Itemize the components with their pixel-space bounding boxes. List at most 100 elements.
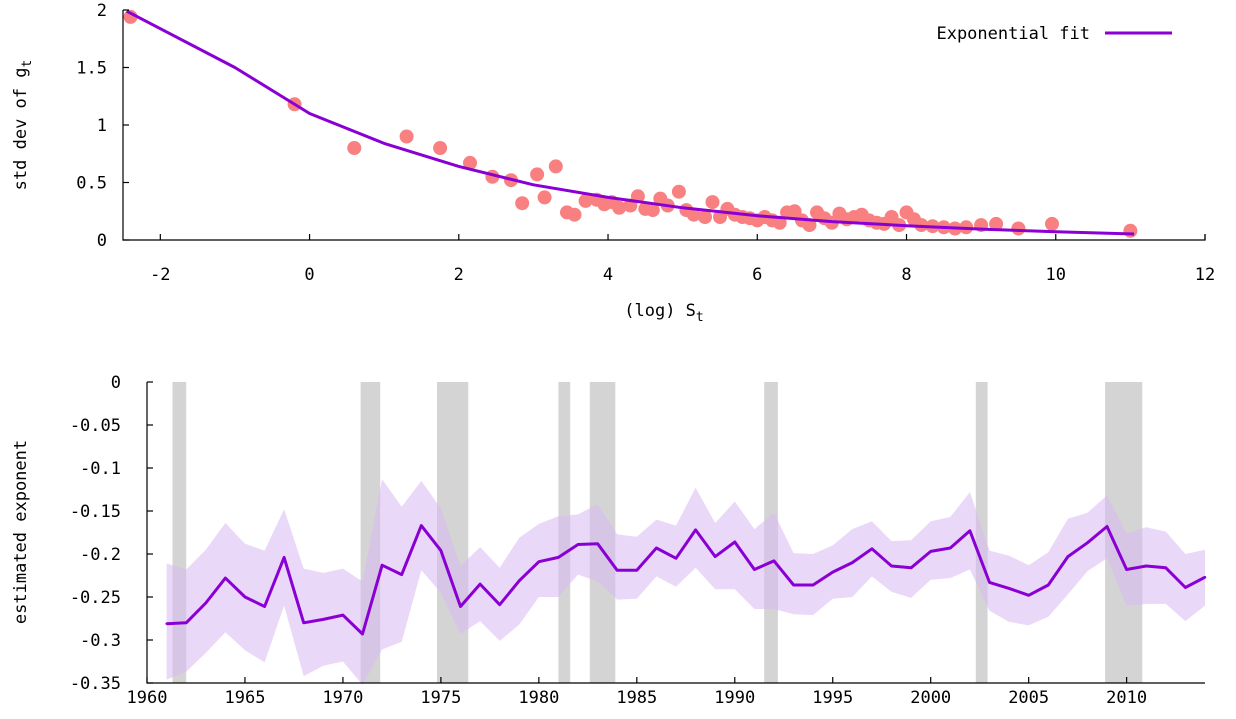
x-tick-label: 1970 [322,688,363,708]
exponent-point [694,528,697,532]
x-tick-label: 1975 [420,688,461,708]
scatter-x-axis-label: (log) St [624,301,703,325]
scatter-point [1123,223,1138,238]
x-tick-label: -2 [150,265,170,285]
x-tick-label: 2000 [910,688,951,708]
exponent-point [498,603,501,606]
exponent-y-axis-label: estimated exponent [11,440,31,624]
exponent-point [1184,586,1187,589]
exponent-point [890,564,893,568]
exponent-point [1125,568,1128,571]
scatter-point [515,196,530,211]
exponent-point [635,569,638,572]
exponent-point [557,556,560,559]
x-tick-label: 1990 [714,688,755,708]
x-tick-label: 2010 [1106,688,1147,708]
x-tick-label: 4 [603,265,613,285]
exponent-point [1066,555,1070,558]
scatter-point [686,207,701,222]
exponent-point [851,561,854,564]
exponent-point [714,555,717,558]
y-tick-label: -0.1 [80,459,121,479]
scatter-x-ticks: -2 0 2 4 6 8 10 12 [150,234,1215,285]
scatter-point [1011,221,1026,236]
exponent-point [949,546,952,550]
exponent-point [341,613,345,617]
exponent-point [674,557,678,560]
exponent-point [204,601,207,605]
scatter-point [671,184,686,199]
exponent-point [380,564,384,567]
scatter-point [537,190,552,205]
exponent-point [185,621,188,624]
exponent-point [243,595,247,599]
exponent-point [420,524,423,527]
exponent-point [361,632,364,636]
exponent-point [439,549,443,552]
exponent-point [518,579,521,582]
y-tick-label: 0.5 [76,174,107,194]
exponent-point [478,582,482,586]
x-tick-label: 8 [901,265,911,285]
exponent-point [733,540,736,544]
exponent-chart: 1960 1965 1970 1975 1980 1985 1990 1995 2000 2005… [11,373,1207,708]
y-tick-label: -0.3 [80,631,121,651]
scatter-point [347,141,362,155]
scatter-point [612,200,627,215]
exponent-point [753,568,756,571]
exponent-point [1203,576,1207,579]
exponent-point [165,622,168,625]
y-tick-label: -0.25 [70,588,121,608]
scatter-point [705,195,720,210]
scatter-point [567,207,582,222]
y-tick-label: 0 [111,373,121,393]
exponent-point [1105,525,1109,528]
scatter-point [548,159,563,174]
exponent-x-ticks: 1960 1965 1970 1975 1980 1985 1990 1995 2000 2005… [127,677,1147,708]
y-tick-label: -0.05 [70,416,121,436]
scatter-point [399,129,414,144]
exponent-point [988,581,991,584]
exponent-point [400,573,403,576]
exponent-point [263,605,266,608]
scatter-point [1045,216,1059,231]
x-tick-label: 1965 [224,688,265,708]
exponent-point [968,529,972,532]
scatter-point [698,210,712,224]
scatter-point [989,216,1004,231]
x-tick-label: 6 [752,265,762,285]
scatter-y-axis-label: std dev of gt [11,60,35,191]
exponent-point [811,583,815,587]
exponent-plot-area [165,382,1207,685]
exponent-point [1047,583,1050,587]
x-tick-label: 12 [1195,265,1215,285]
exponent-point [576,543,580,546]
exponent-point [537,560,541,563]
scatter-y-ticks: 0 0.5 1 1.5 2 [76,1,129,251]
exponent-point [596,542,599,545]
exponent-point [224,576,227,580]
x-tick-label: 1980 [518,688,559,708]
scatter-point [645,203,660,218]
exponent-point [929,550,932,553]
legend-label: Exponential fit [936,24,1090,44]
scatter-chart: -2 0 2 4 6 8 10 12 0 0.5 1 1.5 2 std dev of gt (log… [11,1,1215,325]
exponent-point [1007,587,1011,590]
exponent-point [322,618,325,621]
exponent-point [870,547,874,550]
exponent-point [1145,564,1148,568]
scatter-point [530,167,545,182]
exponent-point [1027,594,1030,597]
exponent-point [282,556,286,559]
x-tick-label: 1995 [812,688,853,708]
x-tick-label: 1960 [127,688,168,708]
y-tick-label: 0 [97,231,107,251]
exponent-point [909,566,913,569]
y-tick-label: -0.2 [80,545,121,565]
y-tick-label: -0.35 [70,674,121,694]
x-tick-label: 0 [304,265,314,285]
legend: Exponential fit [936,24,1172,44]
exponent-point [792,583,795,587]
exponent-point [459,605,462,608]
exponent-point [655,546,658,550]
